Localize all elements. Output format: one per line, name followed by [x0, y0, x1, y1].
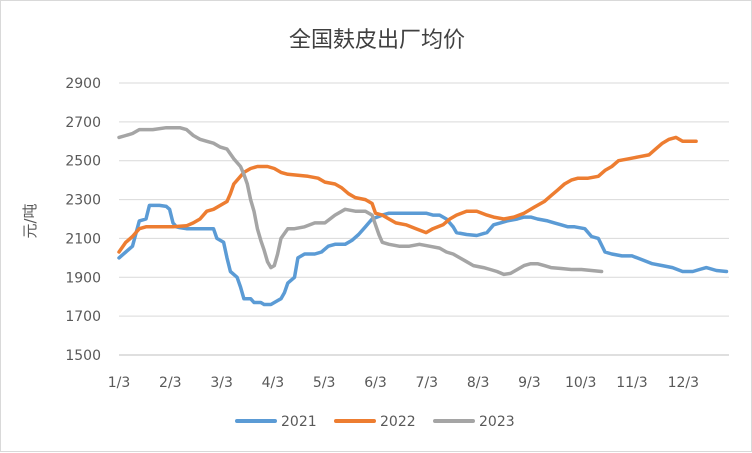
- y-axis-label: 元/吨: [21, 203, 39, 238]
- legend: 2021 2022 2023: [235, 414, 515, 430]
- legend-label-2022: 2022: [380, 414, 416, 430]
- legend-label-2023: 2023: [479, 414, 515, 430]
- x-tick-label: 11/3: [616, 375, 647, 391]
- series-line-2022: [117, 135, 698, 254]
- y-tick-label: 1700: [65, 309, 101, 325]
- y-tick-label: 2500: [65, 154, 101, 170]
- y-tick-label: 1500: [65, 348, 101, 364]
- x-tick-label: 8/3: [467, 375, 490, 391]
- x-tick-label: 2/3: [159, 375, 182, 391]
- x-tick-label: 7/3: [416, 375, 439, 391]
- y-tick-label: 2300: [65, 193, 101, 209]
- legend-label-2021: 2021: [281, 414, 317, 430]
- series-line-2021: [117, 203, 729, 307]
- series-lines: [117, 125, 729, 307]
- x-tick-label: 6/3: [364, 375, 387, 391]
- chart-title: 全国麸皮出厂均价: [289, 28, 465, 53]
- x-tick-label: 4/3: [262, 375, 285, 391]
- x-tick-label: 3/3: [210, 375, 233, 391]
- series-line-2023: [117, 125, 604, 277]
- x-tick-label: 12/3: [668, 375, 699, 391]
- x-tick-label: 5/3: [313, 375, 336, 391]
- y-axis-ticks: 1500 1700 1900 2100 2300 2500 2700 2900: [65, 76, 101, 364]
- y-tick-label: 2100: [65, 231, 101, 247]
- y-tick-label: 2700: [65, 115, 101, 131]
- x-tick-label: 10/3: [565, 375, 596, 391]
- x-tick-label: 9/3: [518, 375, 541, 391]
- x-tick-label: 1/3: [108, 375, 131, 391]
- gridlines: [119, 82, 729, 356]
- x-axis-ticks: 1/3 2/3 3/3 4/3 5/3 6/3 7/3 8/3 9/3 10/3 11/3 12/3: [108, 375, 699, 391]
- y-tick-label: 2900: [65, 76, 101, 92]
- y-tick-label: 1900: [65, 270, 101, 286]
